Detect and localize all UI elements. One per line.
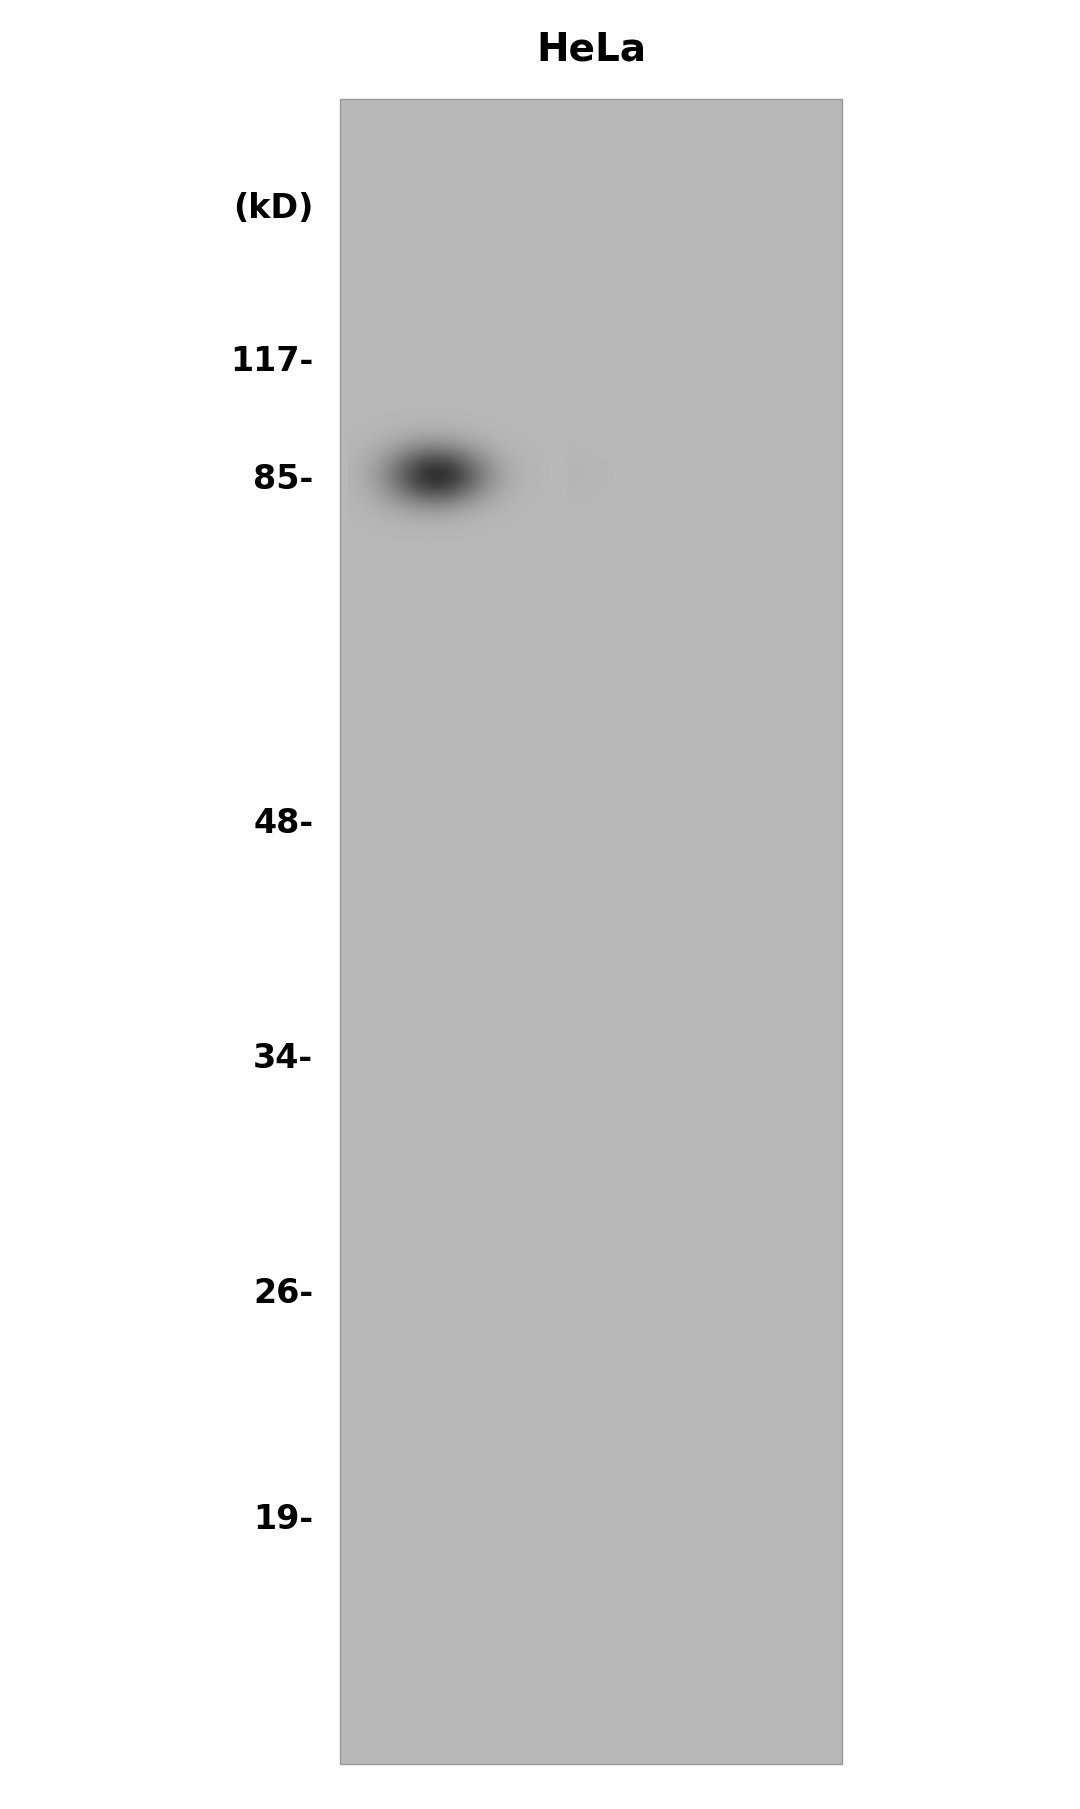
- Text: 117-: 117-: [230, 346, 313, 378]
- Text: 19-: 19-: [253, 1503, 313, 1536]
- Text: 85-: 85-: [253, 463, 313, 496]
- Text: 48-: 48-: [253, 807, 313, 839]
- Text: HeLa: HeLa: [537, 31, 647, 69]
- Bar: [340, 99, 842, 1764]
- Text: 26-: 26-: [253, 1277, 313, 1310]
- Text: (kD): (kD): [233, 192, 313, 224]
- Text: 34-: 34-: [253, 1042, 313, 1075]
